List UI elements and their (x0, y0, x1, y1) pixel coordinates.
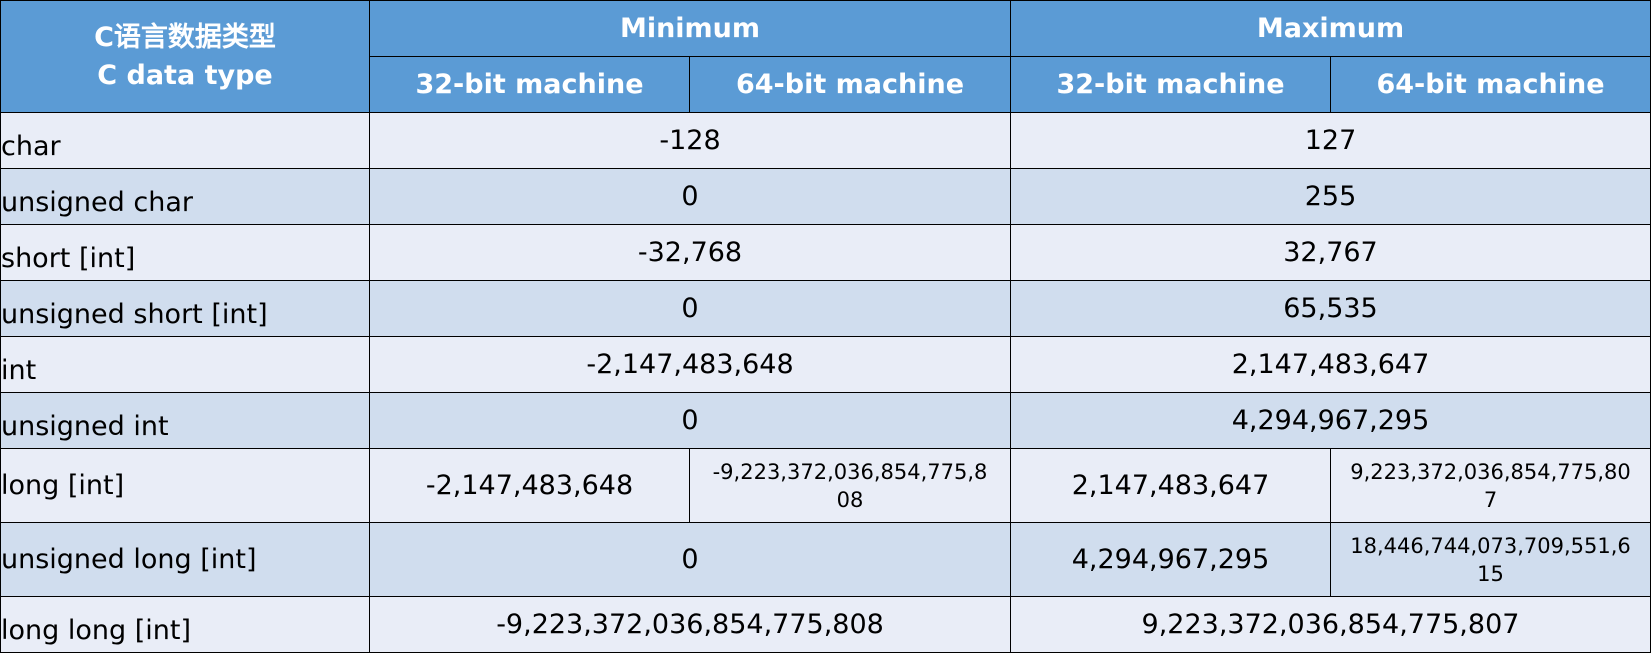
table-row-unsigned-long: unsigned long [int] 0 4,294,967,295 18,4… (0, 522, 1651, 597)
min-32bit-value-cell: -2,147,483,648 (369, 448, 690, 523)
maximum-header: Maximum (1010, 0, 1651, 57)
header-row-1: C语言数据类型 C data type Minimum Maximum (0, 0, 1651, 113)
table-row-int: int -2,147,483,648 2,147,483,647 (0, 336, 1651, 393)
type-name-cell: short [int] (0, 224, 370, 281)
header-row-2: 32-bit machine 64-bit machine 32-bit mac… (1, 56, 1651, 113)
min-64bit-value-cell: -9,223,372,036,854,775,808 (689, 448, 1011, 523)
corner-label-zh: C语言数据类型 (94, 21, 276, 53)
max-64bit-value-cell: 18,446,744,073,709,551,615 (1330, 522, 1651, 597)
table-row-unsigned-char: unsigned char 0 255 (0, 168, 1651, 225)
table-row-long: long [int] -2,147,483,648 -9,223,372,036… (0, 448, 1651, 523)
min-32bit-header: 32-bit machine (369, 56, 690, 113)
max-64bit-value-cell: 9,223,372,036,854,775,807 (1330, 448, 1651, 523)
min-value-cell: 0 (369, 168, 1011, 225)
max-value-cell: 32,767 (1010, 224, 1651, 281)
type-name-cell: int (0, 336, 370, 393)
max-value-cell: 255 (1010, 168, 1651, 225)
table-row-unsigned-short: unsigned short [int] 0 65,535 (0, 280, 1651, 337)
type-name-cell: unsigned int (0, 392, 370, 449)
min-value-cell: 0 (369, 392, 1011, 449)
min-value-cell: -2,147,483,648 (369, 336, 1011, 393)
corner-label-en: C data type (97, 59, 273, 91)
minimum-header: Minimum (369, 0, 1011, 57)
max-value-cell: 127 (1010, 112, 1651, 169)
type-name-cell: unsigned long [int] (0, 522, 370, 597)
min-64bit-header: 64-bit machine (689, 56, 1011, 113)
type-name-cell: char (0, 112, 370, 169)
max-32bit-header: 32-bit machine (1010, 56, 1331, 113)
max-value-cell: 2,147,483,647 (1010, 336, 1651, 393)
type-name-cell: long long [int] (0, 596, 370, 653)
max-32bit-value-cell: 2,147,483,647 (1010, 448, 1331, 523)
max-value-cell: 9,223,372,036,854,775,807 (1010, 596, 1651, 653)
table-row-unsigned-int: unsigned int 0 4,294,967,295 (0, 392, 1651, 449)
max-64bit-header: 64-bit machine (1330, 56, 1651, 113)
min-value-cell: 0 (369, 522, 1011, 597)
table-row-long-long: long long [int] -9,223,372,036,854,775,8… (0, 596, 1651, 653)
corner-header: C语言数据类型 C data type (0, 0, 370, 113)
max-32bit-value-cell: 4,294,967,295 (1010, 522, 1331, 597)
min-value-cell: -9,223,372,036,854,775,808 (369, 596, 1011, 653)
min-value-cell: -128 (369, 112, 1011, 169)
min-value-cell: 0 (369, 280, 1011, 337)
type-name-cell: unsigned char (0, 168, 370, 225)
table-row-short: short [int] -32,768 32,767 (0, 224, 1651, 281)
type-name-cell: long [int] (0, 448, 370, 523)
table-row-char: char -128 127 (0, 112, 1651, 169)
min-value-cell: -32,768 (369, 224, 1011, 281)
type-name-cell: unsigned short [int] (0, 280, 370, 337)
max-value-cell: 4,294,967,295 (1010, 392, 1651, 449)
max-value-cell: 65,535 (1010, 280, 1651, 337)
